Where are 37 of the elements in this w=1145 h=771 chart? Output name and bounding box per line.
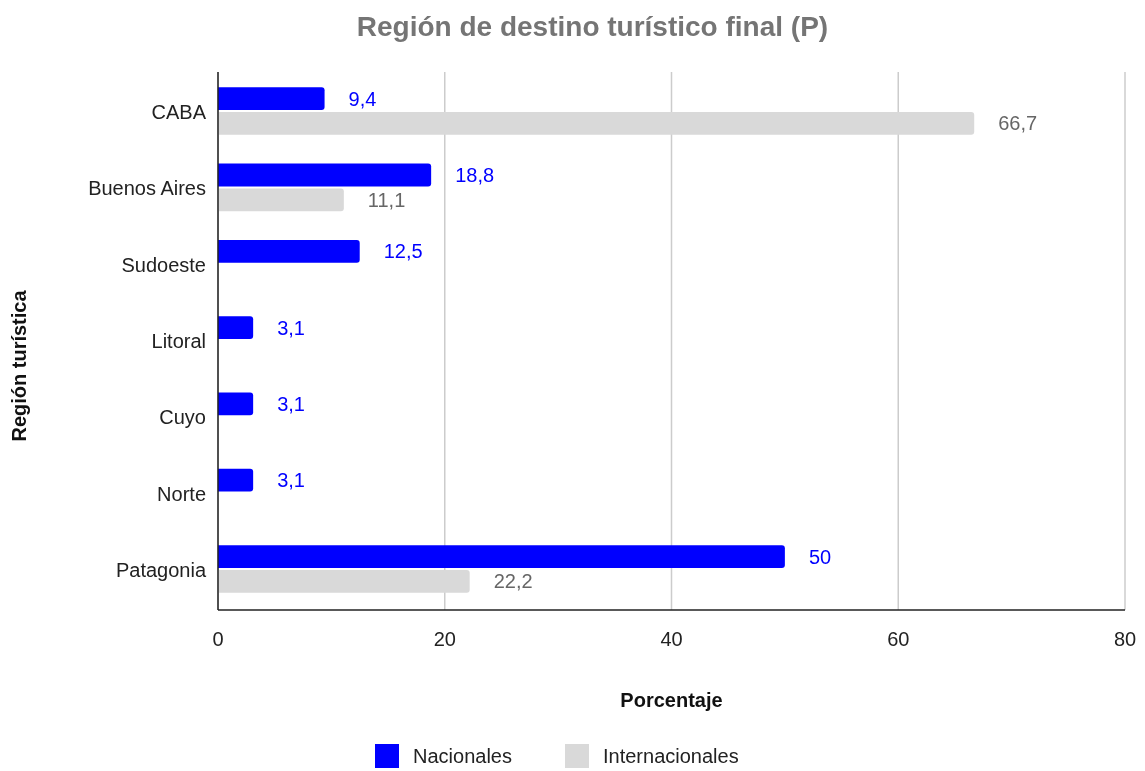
bar xyxy=(218,239,360,263)
data-label: 22,2 xyxy=(493,570,533,593)
y-tick-label: Norte xyxy=(157,482,206,505)
bar xyxy=(218,163,432,187)
y-tick-label: Patagonia xyxy=(115,558,207,581)
bar xyxy=(218,392,254,416)
bar xyxy=(218,545,785,568)
data-label: 12,5 xyxy=(383,240,423,263)
x-tick-label: 80 xyxy=(1113,628,1137,650)
legend-label: Internacionales xyxy=(603,745,739,767)
bar xyxy=(218,87,325,111)
data-label: 18,8 xyxy=(455,163,495,186)
y-tick-label: CABA xyxy=(151,101,207,124)
bar xyxy=(218,468,254,492)
y-tick-label: Sudoeste xyxy=(121,253,206,276)
x-tick-label: 40 xyxy=(660,628,683,650)
x-axis-title: Porcentaje xyxy=(620,689,723,711)
data-label: 11,1 xyxy=(367,188,406,211)
data-label: 3,1 xyxy=(277,469,305,492)
data-label: 50 xyxy=(808,545,832,568)
y-tick-label: Cuyo xyxy=(159,406,206,429)
bar xyxy=(218,188,344,212)
y-axis-title: Región turística xyxy=(8,289,30,442)
data-label: 9,4 xyxy=(348,87,377,110)
y-tick-label: Litoral xyxy=(151,330,206,352)
bar xyxy=(218,569,470,593)
bar xyxy=(218,316,254,339)
x-tick-label: 20 xyxy=(433,628,456,650)
bar xyxy=(218,112,975,135)
data-label: 66,7 xyxy=(998,112,1038,135)
y-tick-label: Buenos Aires xyxy=(88,177,206,200)
data-label: 3,1 xyxy=(277,392,305,415)
chart-title: Región de destino turístico final (P) xyxy=(356,11,829,42)
legend-label: Nacionales xyxy=(413,745,512,767)
x-tick-label: 0 xyxy=(212,628,224,650)
data-label: 3,1 xyxy=(277,316,305,339)
x-tick-label: 60 xyxy=(887,628,910,650)
